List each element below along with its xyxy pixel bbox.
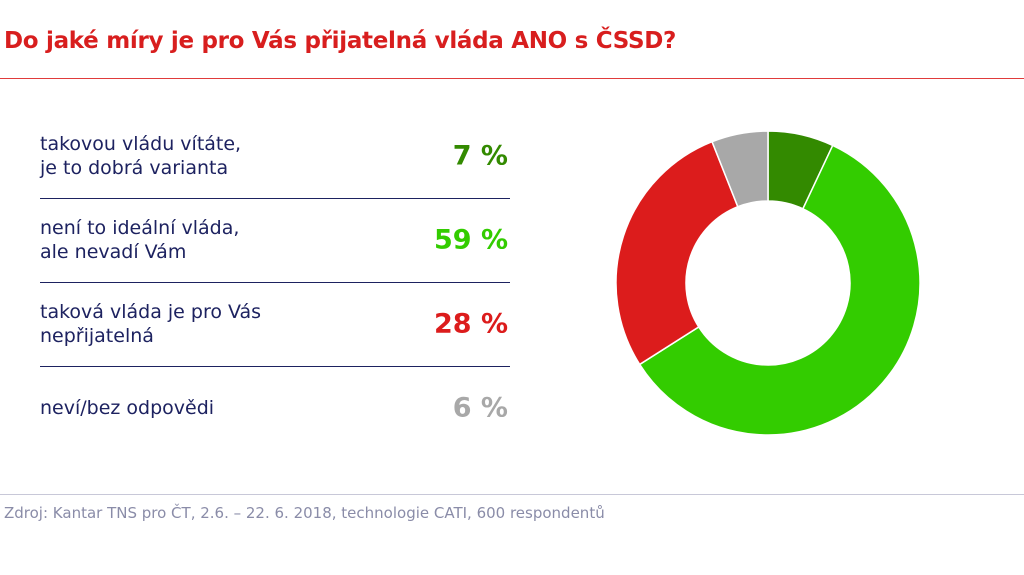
value-label: 7 % [452, 140, 508, 172]
donut-slice [638, 144, 921, 436]
category-label: neví/bez odpovědi [40, 397, 215, 419]
legend-row: takovou vládu vítáte, je to dobrá varian… [40, 114, 510, 199]
title-divider [0, 78, 1024, 79]
value-label: 59 % [433, 224, 508, 256]
legend-row: neví/bez odpovědi 6 % [40, 366, 510, 450]
value-label: 6 % [452, 392, 508, 424]
category-label: taková vláda je pro Vás nepřijatelná [40, 301, 262, 347]
chart-title: Do jaké míry je pro Vás přijatelná vláda… [4, 28, 677, 54]
source-divider [0, 494, 1024, 495]
category-label: takovou vládu vítáte, je to dobrá varian… [40, 133, 242, 179]
source-note: Zdroj: Kantar TNS pro ČT, 2.6. – 22. 6. … [4, 504, 605, 522]
donut-slice [711, 130, 769, 208]
value-label: 28 % [433, 308, 508, 340]
category-label: není to ideální vláda, ale nevadí Vám [40, 217, 240, 263]
legend-row: taková vláda je pro Vás nepřijatelná 28 % [40, 282, 510, 367]
donut-chart [615, 130, 921, 436]
donut-slice [615, 140, 739, 366]
legend-row: není to ideální vláda, ale nevadí Vám 59 … [40, 198, 510, 283]
